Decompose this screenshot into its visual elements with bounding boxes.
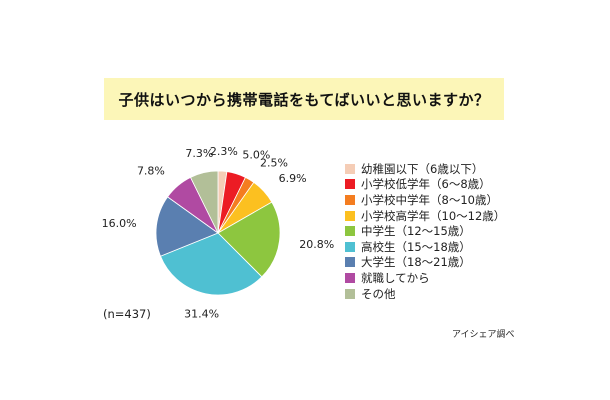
legend: 幼稚園以下（6歳以下） 小学校低学年（6〜8歳） 小学校中学年（8〜10歳） 小学校高…	[345, 161, 505, 301]
legend-item: 就職してから	[345, 270, 505, 286]
legend-label: 大学生（18〜21歳）	[361, 255, 471, 270]
legend-swatch	[345, 288, 355, 299]
slice-value-label: 2.3%	[210, 145, 238, 158]
legend-swatch	[345, 241, 355, 252]
chart-title: 子供はいつから携帯電話をもてばいいと思いますか？	[104, 78, 504, 120]
sample-size-note: (n=437)	[103, 307, 151, 321]
legend-label: 幼稚園以下（6歳以下）	[361, 161, 484, 176]
legend-item: 大学生（18〜21歳）	[345, 255, 505, 271]
legend-item: 小学校低学年（6〜8歳）	[345, 177, 505, 193]
slice-value-label: 2.5%	[260, 157, 288, 170]
legend-item: その他	[345, 286, 505, 302]
slice-value-label: 20.8%	[299, 238, 334, 251]
slice-value-label: 31.4%	[184, 307, 219, 320]
legend-swatch	[345, 257, 355, 268]
legend-label: 中学生（12〜15歳）	[361, 224, 471, 239]
legend-item: 高校生（15〜18歳）	[345, 239, 505, 255]
legend-swatch	[345, 210, 355, 221]
legend-swatch	[345, 163, 355, 174]
legend-label: 小学校高学年（10〜12歳）	[361, 208, 506, 223]
pie-slice	[190, 170, 219, 234]
pie-slice	[159, 232, 263, 296]
legend-item: 幼稚園以下（6歳以下）	[345, 161, 505, 177]
legend-label: 就職してから	[361, 270, 430, 285]
pie-slice	[217, 201, 281, 278]
legend-swatch	[345, 226, 355, 237]
legend-label: 小学校低学年（6〜8歳）	[361, 177, 491, 192]
legend-label: 小学校中学年（8〜10歳）	[361, 192, 498, 207]
slice-value-label: 7.3%	[185, 147, 213, 160]
legend-swatch	[345, 179, 355, 190]
legend-swatch	[345, 194, 355, 205]
legend-item: 小学校中学年（8〜10歳）	[345, 192, 505, 208]
legend-item: 中学生（12〜15歳）	[345, 223, 505, 239]
legend-label: 高校生（15〜18歳）	[361, 239, 471, 254]
legend-swatch	[345, 272, 355, 283]
slice-value-label: 5.0%	[242, 149, 270, 162]
pie-slice	[155, 196, 219, 257]
slice-value-label: 16.0%	[102, 217, 137, 230]
slice-value-label: 6.9%	[279, 172, 307, 185]
slice-value-label: 7.8%	[137, 165, 165, 178]
legend-item: 小学校高学年（10〜12歳）	[345, 208, 505, 224]
legend-label: その他	[361, 286, 396, 301]
source-note: アイシェア調べ	[452, 330, 515, 340]
